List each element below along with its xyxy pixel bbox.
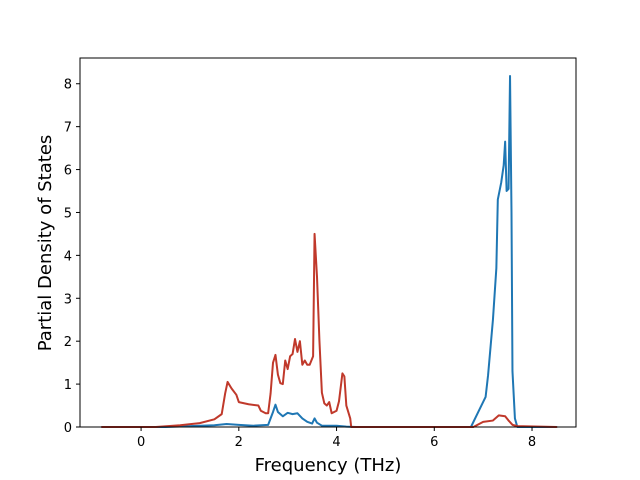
axes-layer <box>79 57 577 428</box>
y-tick-label: 7 <box>64 121 72 136</box>
y-axis-title: Partial Density of States <box>35 135 56 352</box>
y-tick-label: 6 <box>64 164 72 179</box>
y-tick-label: 4 <box>64 249 72 264</box>
x-axis-title: Frequency (THz) <box>255 455 402 476</box>
y-tick-label: 3 <box>64 292 72 307</box>
x-tick-label: 0 <box>137 435 145 450</box>
series-1-line <box>100 75 558 428</box>
x-tick-label: 2 <box>235 435 243 450</box>
x-tick-label: 4 <box>332 435 340 450</box>
x-tick-label: 6 <box>430 435 438 450</box>
plot-frame <box>79 57 577 428</box>
y-tick-label: 0 <box>64 421 72 436</box>
x-tick-label: 8 <box>528 435 536 450</box>
y-tick-label: 2 <box>64 335 72 350</box>
y-tick-label: 8 <box>64 78 72 93</box>
y-tick-label: 5 <box>64 206 72 221</box>
ticks-layer: 0 2 4 6 8 0 1 2 3 4 5 6 7 8 <box>64 78 536 450</box>
series-2-line <box>100 232 558 428</box>
y-tick-label: 1 <box>64 378 72 393</box>
series-layer <box>100 75 558 428</box>
